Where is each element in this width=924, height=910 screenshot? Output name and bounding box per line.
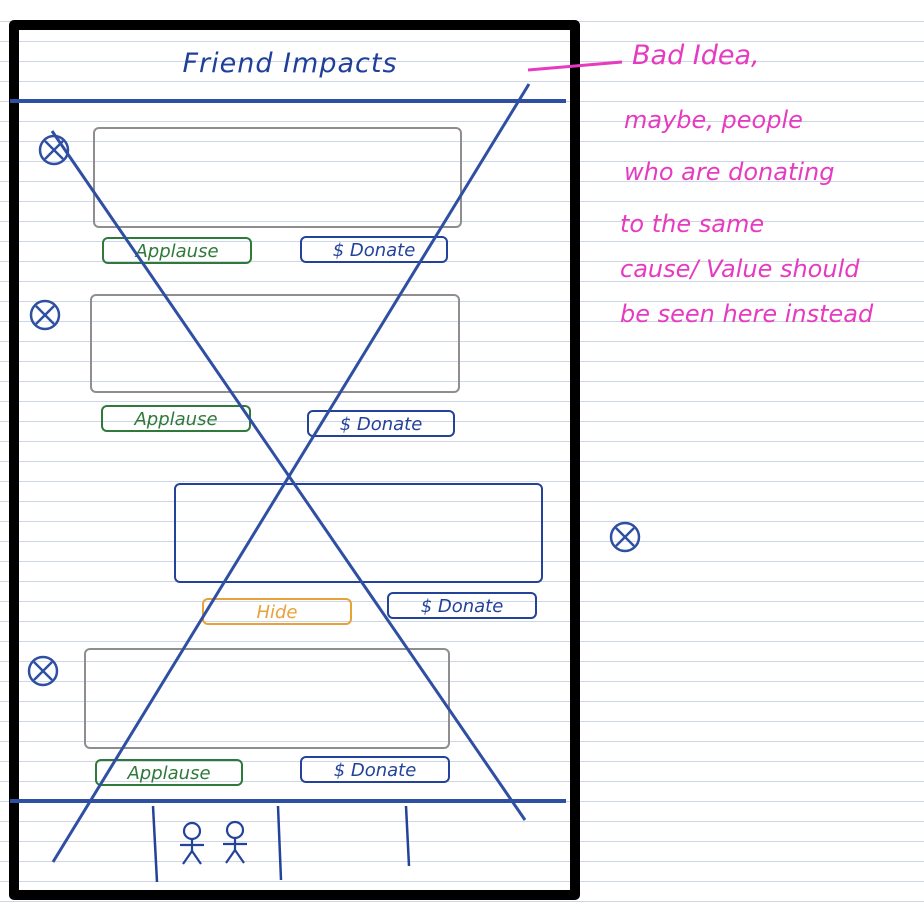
dismiss-x-icon[interactable] xyxy=(608,520,642,554)
donate-button[interactable]: $ Donate xyxy=(300,756,450,783)
tab-separator xyxy=(276,805,283,881)
header-divider xyxy=(10,99,566,103)
dismiss-x-icon[interactable] xyxy=(26,654,60,688)
tab-bar-divider xyxy=(10,799,566,803)
page-title: Friend Impacts xyxy=(182,48,398,79)
feed-card xyxy=(84,648,450,749)
feed-card xyxy=(90,294,460,393)
donate-button[interactable]: $ Donate xyxy=(307,410,455,437)
feed-card xyxy=(93,127,462,228)
note-line: maybe, people xyxy=(624,106,803,134)
friends-icon[interactable] xyxy=(180,820,247,865)
applause-button[interactable]: Applause xyxy=(102,237,252,264)
note-line: Bad Idea, xyxy=(632,40,760,71)
donate-button[interactable]: $ Donate xyxy=(387,592,537,619)
tab-separator xyxy=(151,805,159,883)
note-line: to the same xyxy=(620,210,765,238)
dismiss-x-icon[interactable] xyxy=(28,298,62,332)
annotation-pointer xyxy=(527,60,623,72)
note-line: be seen here instead xyxy=(620,300,874,328)
note-line: who are donating xyxy=(624,158,835,186)
hide-button[interactable]: Hide xyxy=(202,598,352,625)
feed-card xyxy=(174,483,543,583)
donate-button[interactable]: $ Donate xyxy=(300,236,448,263)
applause-button[interactable]: Applause xyxy=(95,759,243,786)
phone-frame xyxy=(9,20,580,900)
note-line: cause/ Value should xyxy=(620,255,860,283)
tab-separator xyxy=(404,805,411,867)
cross-out-line xyxy=(51,83,531,863)
